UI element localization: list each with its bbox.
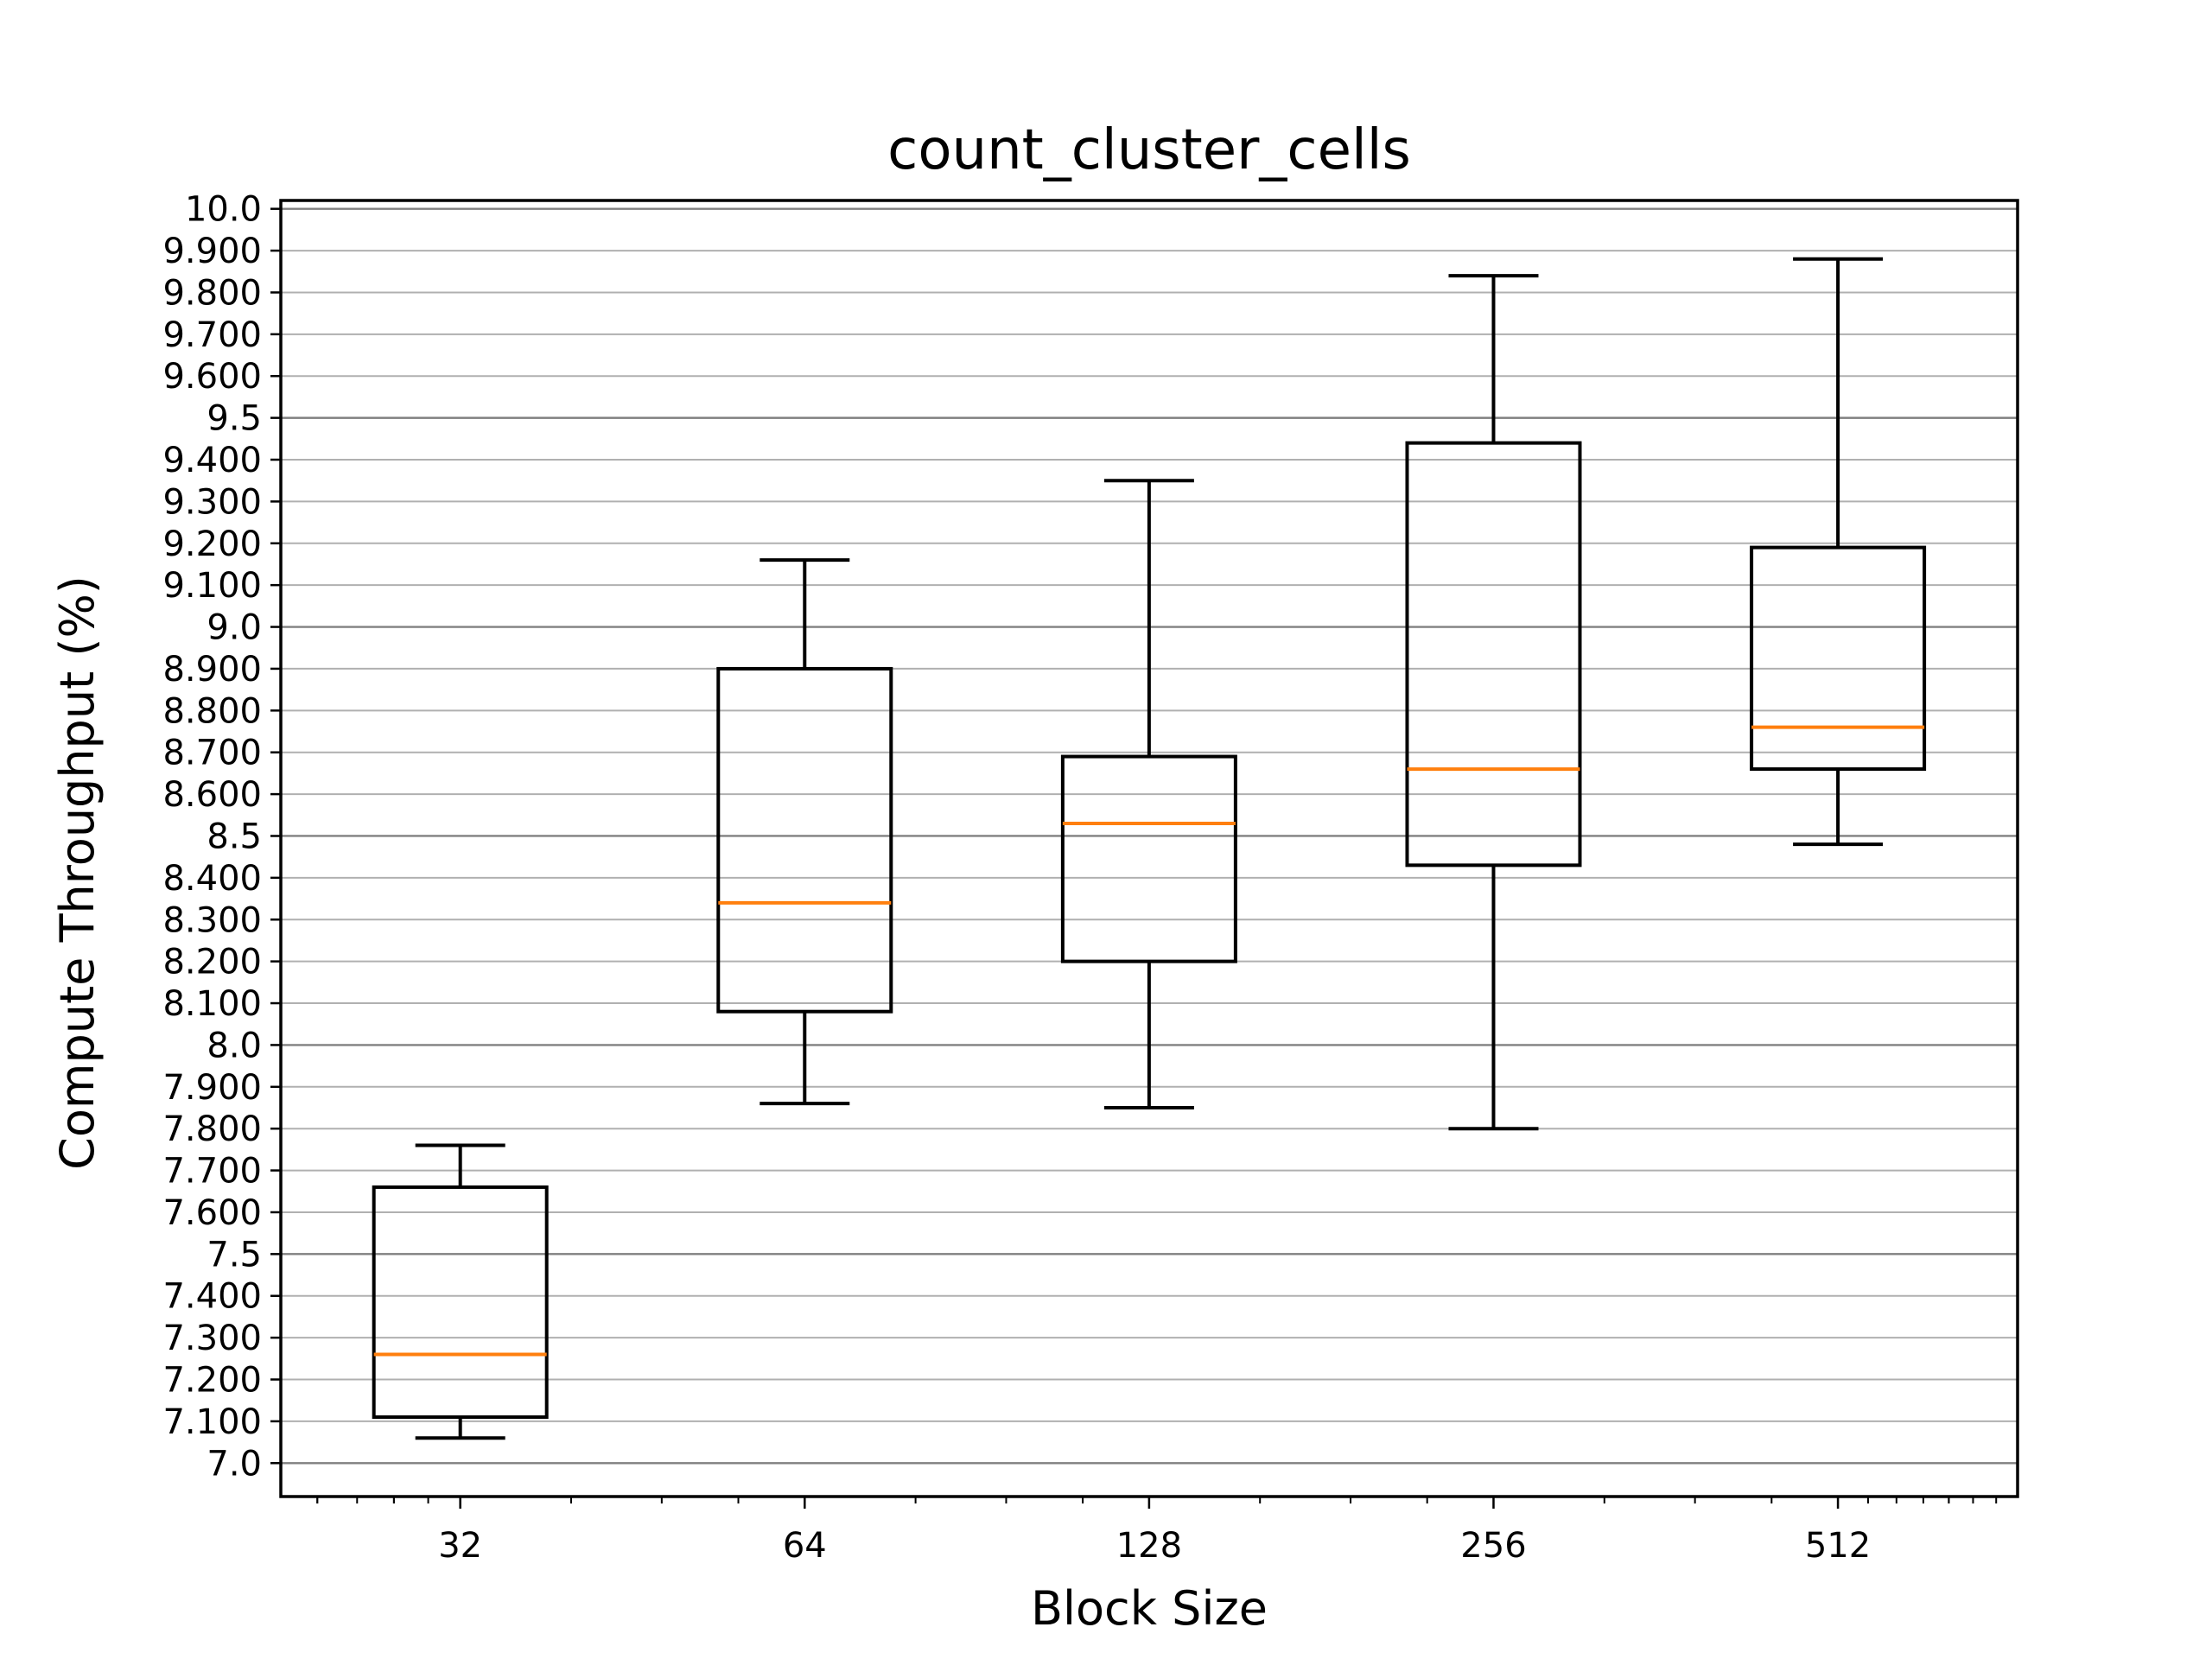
y-axis-label: Compute Throughput (%) (50, 575, 105, 1170)
y-tick-label: 9.600 (162, 357, 262, 397)
x-tick-label: 256 (1460, 1526, 1526, 1566)
y-tick-label: 8.0 (207, 1026, 262, 1065)
y-tick-label: 9.100 (162, 566, 262, 606)
y-tick-label: 8.700 (162, 734, 262, 773)
y-tick-label: 8.900 (162, 650, 262, 690)
x-tick-label: 128 (1116, 1526, 1182, 1566)
y-tick-label: 8.800 (162, 691, 262, 731)
y-tick-label: 7.800 (162, 1109, 262, 1149)
box-body (1750, 545, 1927, 772)
y-tick-label: 7.0 (207, 1444, 262, 1484)
y-tick-label: 9.400 (162, 441, 262, 480)
y-tick-label: 8.100 (162, 984, 262, 1024)
y-tick-label: 8.600 (162, 775, 262, 815)
y-tick-label: 10.0 (185, 190, 262, 230)
y-tick-label: 7.900 (162, 1068, 262, 1108)
y-tick-label: 9.0 (207, 608, 262, 648)
y-tick-label: 7.5 (207, 1235, 262, 1274)
box-32 (372, 1143, 549, 1440)
boxes (372, 257, 1927, 1440)
x-tick-label: 32 (438, 1526, 482, 1566)
plot-frame (279, 199, 2019, 1498)
y-tick-label: 7.100 (162, 1402, 262, 1442)
y-tick-label: 8.200 (162, 943, 262, 982)
y-tick-label: 7.200 (162, 1361, 262, 1401)
chart-title: count_cluster_cells (887, 118, 1411, 182)
box-body (716, 666, 893, 1014)
grid (281, 207, 2018, 1465)
y-tick-label: 8.5 (207, 817, 262, 856)
box-body (1405, 441, 1582, 868)
box-body (1060, 754, 1237, 963)
y-tick-label: 7.700 (162, 1152, 262, 1192)
x-axis-label: Block Size (1031, 1581, 1268, 1636)
axes: 7.07.1007.2007.3007.4007.57.6007.7007.80… (162, 190, 2019, 1566)
y-tick-label: 7.300 (162, 1319, 262, 1358)
y-tick-label: 7.600 (162, 1193, 262, 1233)
box-64 (716, 558, 893, 1106)
y-tick-label: 7.400 (162, 1277, 262, 1317)
y-tick-label: 8.300 (162, 900, 262, 940)
x-tick-label: 512 (1805, 1526, 1871, 1566)
x-tick-label: 64 (783, 1526, 827, 1566)
y-tick-label: 8.400 (162, 859, 262, 899)
y-tick-label: 9.300 (162, 482, 262, 522)
y-tick-label: 9.700 (162, 315, 262, 355)
box-128 (1060, 479, 1237, 1109)
y-tick-label: 9.200 (162, 524, 262, 564)
box-body (372, 1185, 549, 1420)
y-tick-label: 9.800 (162, 273, 262, 313)
y-tick-label: 9.900 (162, 232, 262, 271)
box-256 (1405, 274, 1582, 1131)
y-tick-label: 9.5 (207, 399, 262, 439)
box-512 (1750, 257, 1927, 847)
